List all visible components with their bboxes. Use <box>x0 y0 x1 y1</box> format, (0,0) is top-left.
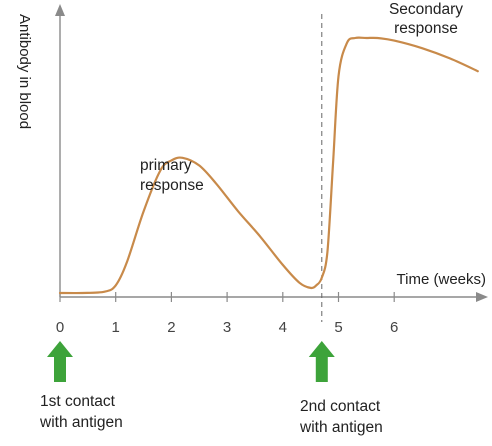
second-contact-label-line-2: with antigen <box>299 419 383 436</box>
first-contact-label-line-2: with antigen <box>39 414 123 431</box>
primary-response-label: primary response <box>140 157 204 194</box>
secondary-response-label: Secondary response <box>389 1 463 37</box>
primary-response-label-line-2: response <box>140 177 204 194</box>
first-contact-arrow <box>47 341 73 382</box>
x-tick-label-2: 2 <box>167 319 175 336</box>
x-tick-label-3: 3 <box>223 319 231 336</box>
first-contact-label-line-1: 1st contact <box>40 393 116 410</box>
secondary-response-label-line-2: response <box>394 20 458 37</box>
y-axis-arrowhead <box>55 4 65 16</box>
primary-response-label-line-1: primary <box>140 157 192 174</box>
x-axis-label: Time (weeks) <box>397 271 486 288</box>
y-axis-label: Antibody in blood <box>16 14 33 129</box>
secondary-response-label-line-1: Secondary <box>389 1 463 18</box>
x-tick-label-5: 5 <box>334 319 342 336</box>
x-tick-label-4: 4 <box>279 319 287 336</box>
antibody-level-curve <box>58 36 479 295</box>
x-tick-label-0: 0 <box>56 319 64 336</box>
chart-annotations: primary response Secondary response 1st cont… <box>39 1 463 436</box>
x-tick-label-6: 6 <box>390 319 398 336</box>
x-tick-label-1: 1 <box>112 319 120 336</box>
first-contact-label: 1st contact with antigen <box>39 393 123 431</box>
second-contact-label: 2nd contact with antigen <box>299 398 383 436</box>
x-axis-arrowhead <box>476 292 488 302</box>
second-contact-arrow <box>308 341 335 382</box>
x-axis-ticks: 0 1 2 3 4 5 6 <box>56 292 398 336</box>
antigen-contact-arrows <box>47 341 335 382</box>
second-contact-label-line-1: 2nd contact <box>300 398 381 415</box>
